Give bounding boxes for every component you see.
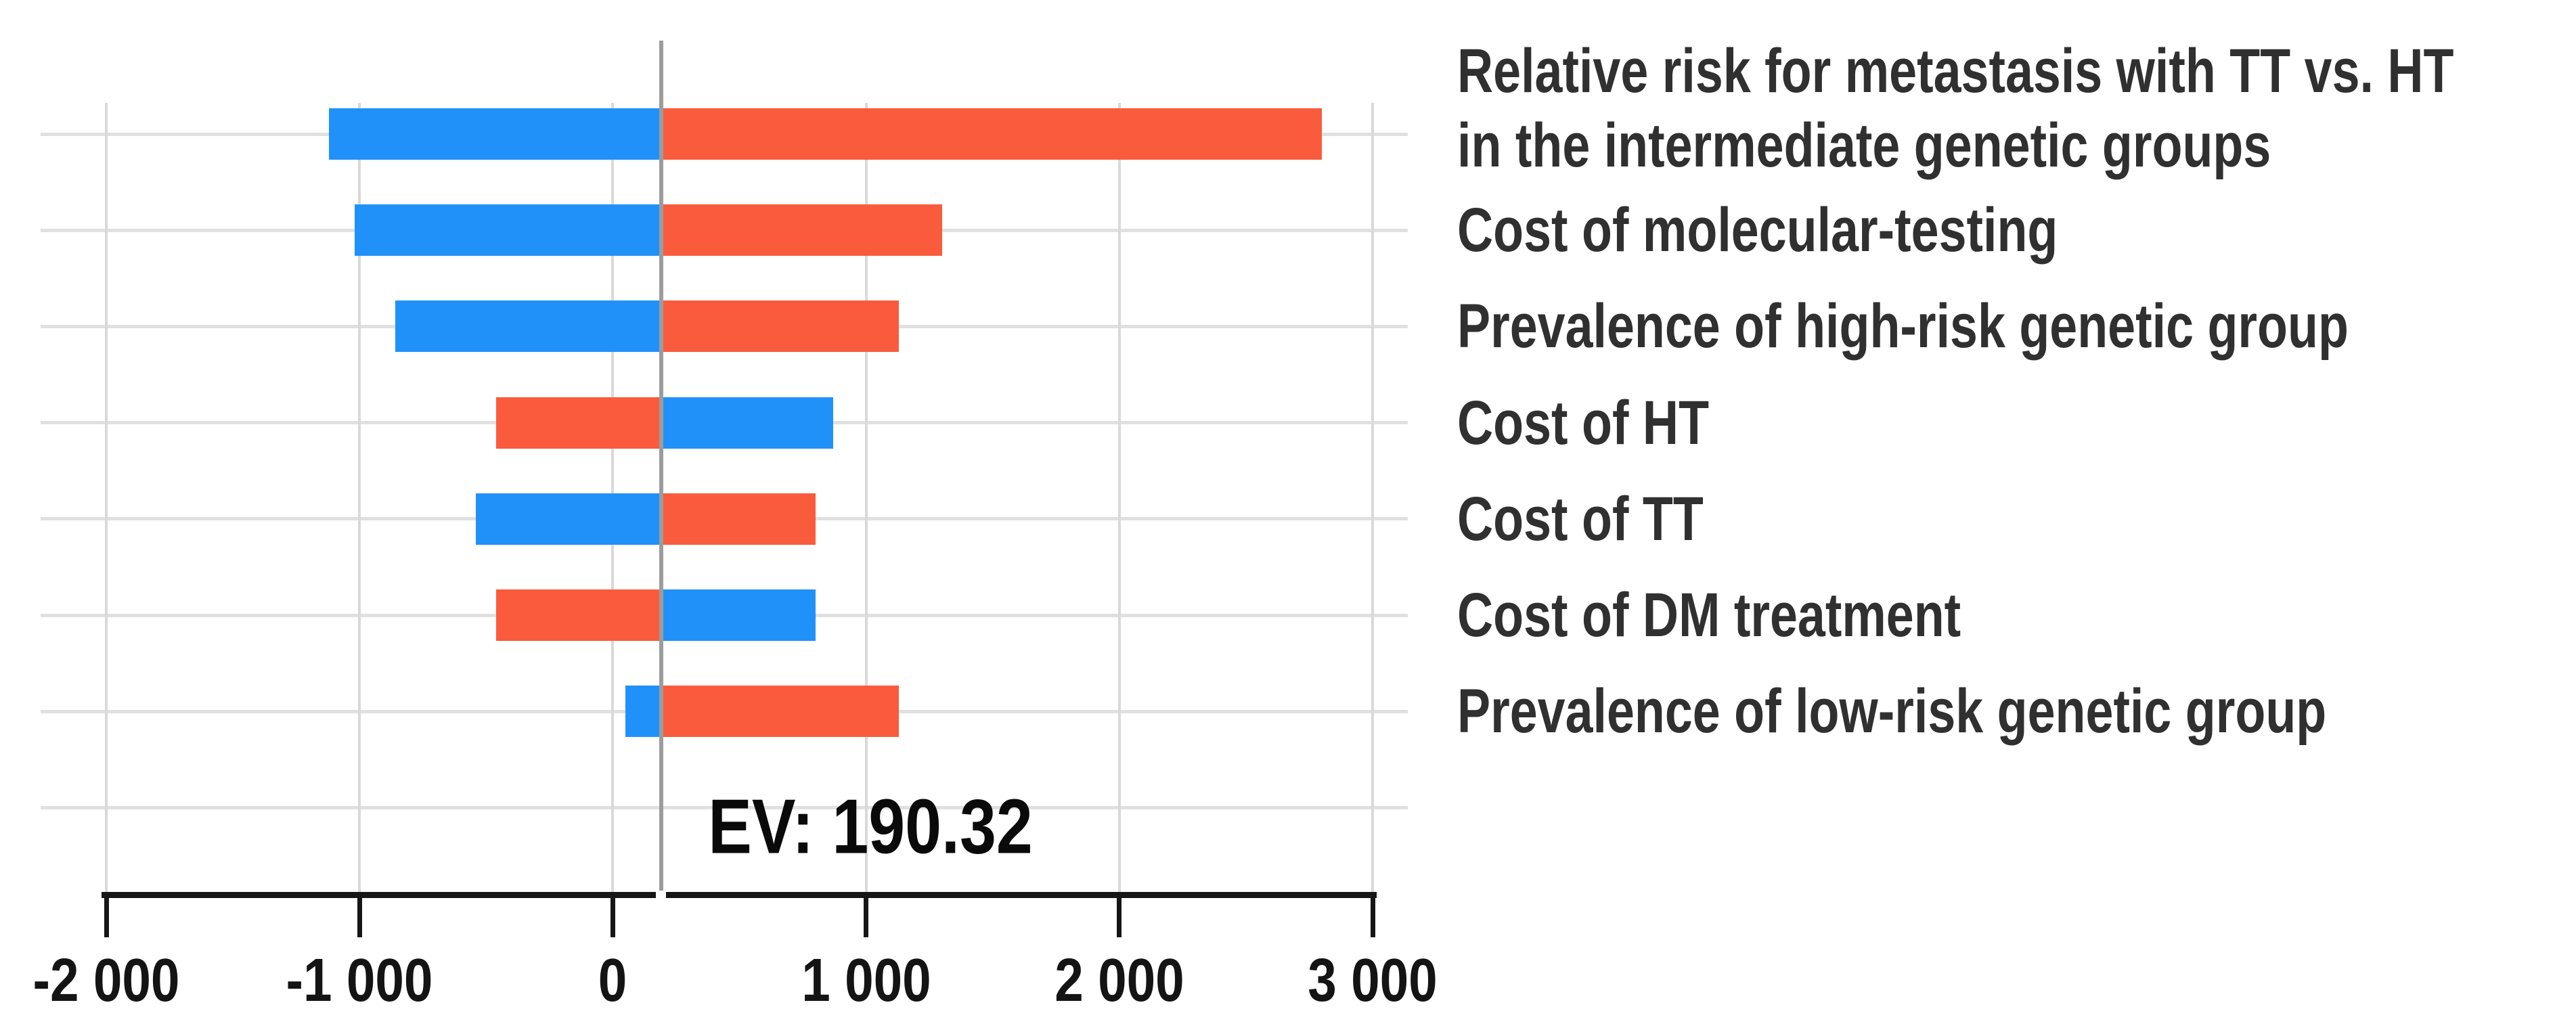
gridline-vertical bbox=[105, 103, 108, 892]
category-label: Cost of DM treatment bbox=[1457, 578, 1961, 652]
bar-high-segment bbox=[496, 397, 661, 449]
x-axis-tick bbox=[610, 898, 615, 937]
category-label: Prevalence of low-risk genetic group bbox=[1457, 674, 2326, 748]
x-axis-tick bbox=[864, 898, 869, 937]
bar-low-segment bbox=[395, 300, 661, 353]
category-label-line: Cost of TT bbox=[1457, 484, 1704, 554]
category-label-line: Cost of molecular-testing bbox=[1457, 196, 2058, 265]
bar-high-segment bbox=[661, 686, 900, 738]
category-label-line: Cost of DM treatment bbox=[1457, 581, 1961, 650]
category-label: Prevalence of high-risk genetic group bbox=[1457, 289, 2349, 363]
axis-gap bbox=[655, 891, 666, 899]
bar-high-segment bbox=[661, 108, 1323, 160]
gridline-horizontal bbox=[41, 805, 1408, 809]
category-label-line: Prevalence of low-risk genetic group bbox=[1457, 677, 2327, 746]
ev-line bbox=[659, 41, 663, 891]
x-axis-tick-label: 2 000 bbox=[1054, 947, 1184, 1014]
bar-high-segment bbox=[661, 493, 816, 545]
bar-low-segment bbox=[661, 397, 833, 449]
category-label-line: in the intermediate genetic groups bbox=[1457, 111, 2271, 180]
gridline-vertical bbox=[1117, 103, 1121, 892]
x-axis-tick bbox=[104, 898, 109, 937]
bar-high-segment bbox=[496, 589, 661, 641]
category-label: Relative risk for metastasis with TT vs.… bbox=[1457, 34, 2454, 183]
x-axis-tick-label: 0 bbox=[598, 947, 627, 1014]
bar-low-segment bbox=[329, 108, 661, 160]
gridline-vertical bbox=[1371, 103, 1374, 892]
x-axis-tick-label: -2 000 bbox=[32, 947, 180, 1014]
bar-high-segment bbox=[661, 300, 900, 353]
x-axis-tick bbox=[1117, 898, 1122, 937]
gridline-vertical bbox=[358, 103, 361, 892]
ev-label: EV: 190.32 bbox=[708, 784, 1033, 870]
bar-low-segment bbox=[661, 589, 816, 641]
x-axis-tick-label: 1 000 bbox=[801, 947, 931, 1014]
x-axis-tick-label: 3 000 bbox=[1308, 947, 1438, 1014]
category-label-line: Prevalence of high-risk genetic group bbox=[1457, 292, 2349, 361]
category-label: Cost of molecular-testing bbox=[1457, 193, 2058, 267]
category-label-line: Cost of HT bbox=[1457, 388, 1710, 457]
x-axis-tick bbox=[357, 898, 362, 937]
category-label-line: Relative risk for metastasis with TT vs.… bbox=[1457, 37, 2454, 106]
category-label: Cost of TT bbox=[1457, 482, 1704, 556]
bar-low-segment bbox=[625, 686, 661, 738]
bar-high-segment bbox=[661, 204, 942, 256]
gridline-vertical bbox=[864, 103, 868, 892]
x-axis-tick-label: -1 000 bbox=[286, 947, 433, 1014]
x-axis-tick bbox=[1370, 898, 1375, 937]
bar-low-segment bbox=[354, 204, 661, 256]
category-label: Cost of HT bbox=[1457, 386, 1709, 460]
x-axis-line bbox=[102, 892, 1377, 898]
bar-low-segment bbox=[476, 493, 661, 545]
